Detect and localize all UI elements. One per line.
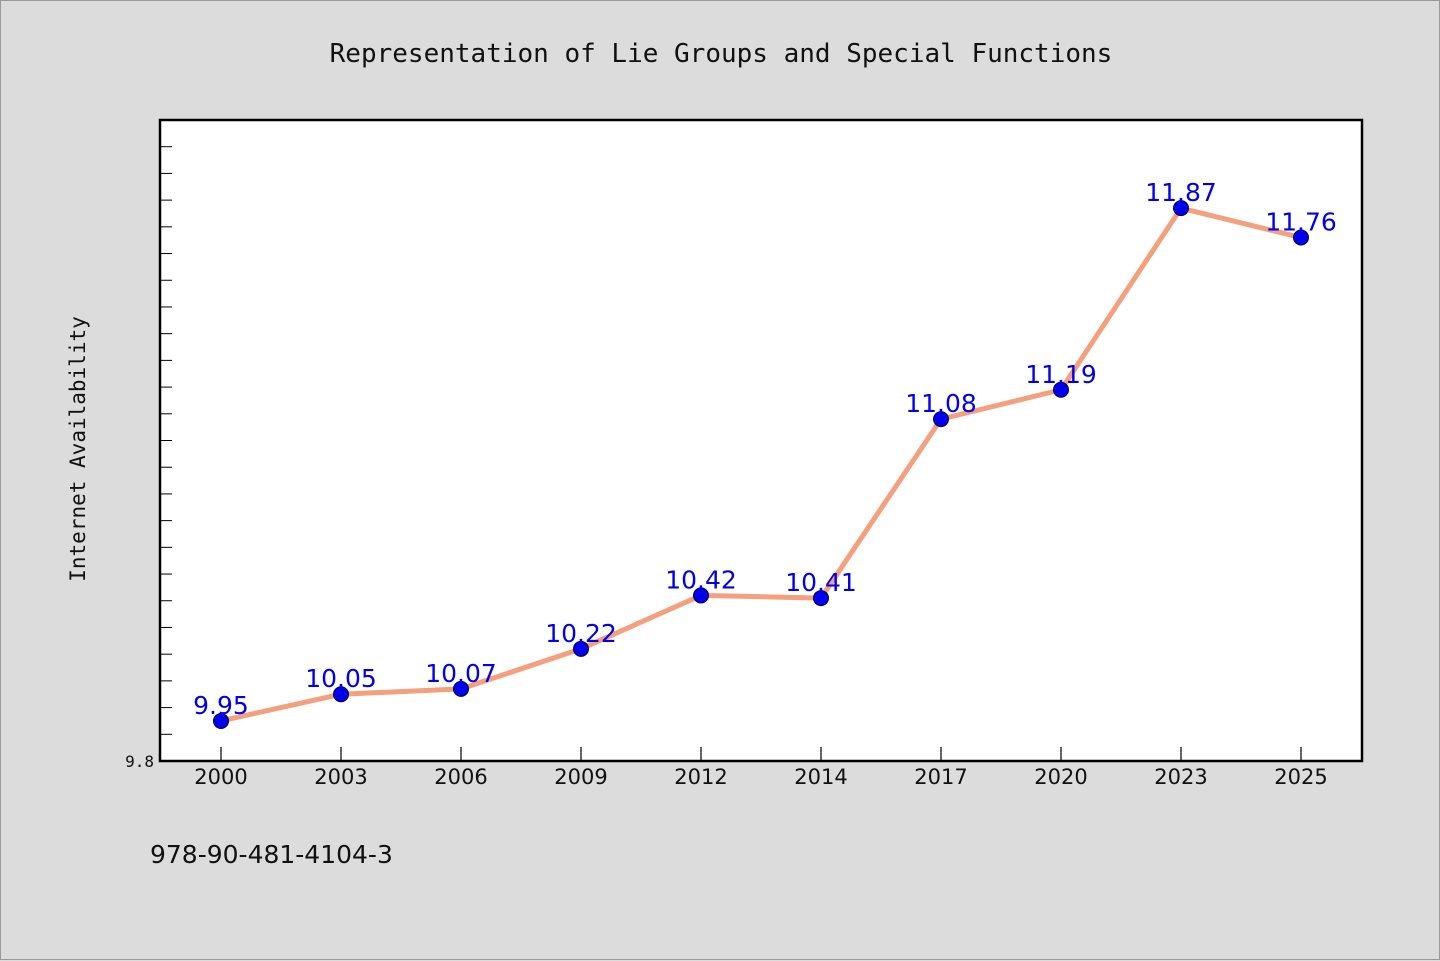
x-tick-label: 2023 (1154, 765, 1207, 789)
chart-title: Representation of Lie Groups and Special… (330, 39, 1113, 69)
x-tick-label: 2025 (1274, 765, 1327, 789)
data-point (453, 680, 469, 697)
data-label: 11.08 (905, 389, 977, 418)
x-tick-label: 2003 (314, 765, 367, 789)
y-axis-ticks: 9.8 (125, 752, 154, 771)
y-axis-label: Internet Availability (66, 316, 90, 582)
data-point (1173, 200, 1189, 217)
data-label: 10.07 (425, 659, 497, 688)
data-label: 10.22 (545, 619, 617, 648)
data-label: 10.41 (785, 568, 857, 597)
x-tick-label: 2012 (674, 765, 727, 789)
data-label: 9.95 (193, 691, 249, 720)
data-point (333, 686, 349, 703)
y-minor-ticks (160, 146, 172, 735)
x-tick-label: 2000 (194, 765, 247, 789)
data-label: 10.05 (305, 664, 377, 693)
data-point (1293, 229, 1309, 246)
data-point (573, 640, 589, 657)
isbn-text: 978-90-481-4104-3 (150, 840, 393, 869)
plot-area (158, 118, 1364, 763)
data-points (213, 200, 1309, 729)
x-tick-label: 2006 (434, 765, 487, 789)
data-label: 11.87 (1145, 178, 1217, 207)
data-label: 11.19 (1025, 360, 1097, 389)
series-line (220, 205, 1302, 724)
y-tick-label: 9.8 (125, 752, 154, 771)
data-point (933, 411, 949, 428)
x-tick-label: 2014 (794, 765, 847, 789)
data-point (1053, 381, 1069, 398)
x-tick-label: 2009 (554, 765, 607, 789)
data-point (693, 587, 709, 604)
x-tick-label: 2020 (1034, 765, 1087, 789)
data-label: 11.76 (1265, 208, 1337, 237)
data-label: 10.42 (665, 565, 737, 594)
data-labels: 9.95 10.05 10.07 10.22 10.42 10.41 11.08 11.19 1… (193, 178, 1337, 720)
x-axis-ticks: 2000 2003 2006 2009 2012 2014 2017 2020 2023 2025 (194, 747, 1328, 789)
x-tick-label: 2017 (914, 765, 967, 789)
data-point (213, 712, 229, 729)
data-point (813, 590, 829, 607)
